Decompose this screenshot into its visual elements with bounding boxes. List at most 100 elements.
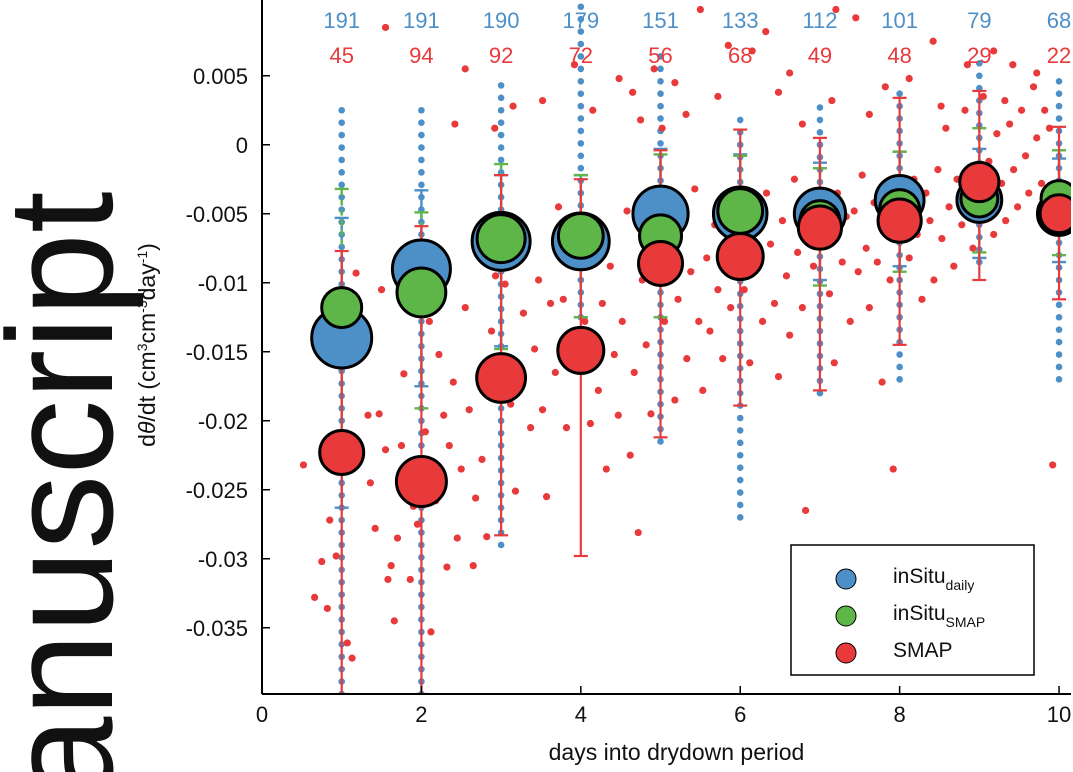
smap-count-label: 48 bbox=[887, 43, 911, 68]
smap-raw-point bbox=[858, 171, 866, 179]
smap-raw-point bbox=[748, 47, 756, 55]
smap-raw-point bbox=[332, 552, 340, 560]
legend-label: inSitudaily bbox=[893, 565, 974, 593]
smap-raw-point bbox=[318, 557, 326, 566]
insitu-daily-raw-point bbox=[657, 102, 664, 110]
smap-count-label: 29 bbox=[967, 43, 991, 68]
smap-raw-point bbox=[381, 23, 390, 32]
smap-raw-point bbox=[1041, 106, 1049, 114]
insitu-daily-raw-point bbox=[816, 104, 824, 111]
smap-raw-point bbox=[343, 639, 351, 647]
insitu-daily-raw-point bbox=[736, 514, 744, 521]
smap-raw-point bbox=[809, 262, 818, 270]
smap-raw-point bbox=[1002, 217, 1010, 225]
smap-raw-point bbox=[348, 654, 356, 662]
smap-raw-point bbox=[719, 355, 727, 363]
smap-raw-point bbox=[929, 37, 937, 45]
insitu-daily-raw-point bbox=[418, 169, 425, 176]
smap-raw-point bbox=[778, 217, 787, 225]
insitu-daily-raw-point bbox=[736, 464, 744, 471]
smap-raw-point bbox=[559, 295, 567, 303]
smap-raw-point bbox=[615, 74, 623, 83]
smap-raw-point bbox=[801, 506, 810, 515]
insitu-daily-raw-point bbox=[896, 376, 903, 383]
smap-raw-point bbox=[682, 110, 690, 118]
insitu-daily-raw-point bbox=[1055, 363, 1063, 371]
smap-raw-point bbox=[299, 461, 308, 469]
insitu-daily-raw-point bbox=[736, 501, 744, 509]
smap-raw-point bbox=[364, 411, 372, 419]
x-tick-label: 8 bbox=[894, 702, 906, 727]
insitu-daily-raw-point bbox=[657, 90, 664, 97]
smap-mean-marker bbox=[556, 325, 606, 375]
smap-raw-point bbox=[1025, 189, 1033, 197]
smap-raw-point bbox=[629, 88, 637, 96]
insitu-daily-raw-point bbox=[736, 427, 744, 434]
smap-raw-point bbox=[594, 386, 602, 394]
insitu-daily-raw-point bbox=[1055, 338, 1063, 346]
smap-raw-point bbox=[762, 28, 770, 36]
smap-raw-point bbox=[714, 92, 722, 101]
smap-raw-point bbox=[427, 628, 435, 636]
insitu-daily-raw-point bbox=[577, 40, 585, 48]
legend-marker-insitu-smap bbox=[835, 605, 857, 627]
insitu-smap-mean-marker bbox=[716, 187, 765, 235]
smap-raw-point bbox=[469, 562, 477, 570]
x-tick-label: 10 bbox=[1047, 702, 1071, 727]
insitu-daily-raw-point bbox=[418, 106, 425, 114]
insitu-daily-raw-point bbox=[976, 72, 983, 80]
smap-raw-point bbox=[377, 286, 386, 294]
insitu-daily-raw-point bbox=[1055, 313, 1063, 321]
y-tick-label: -0.01 bbox=[198, 271, 248, 296]
smap-mean-marker bbox=[876, 197, 923, 244]
smap-raw-point bbox=[554, 203, 563, 211]
insitu-daily-raw-point bbox=[497, 144, 505, 151]
smap-raw-point bbox=[614, 411, 622, 419]
smap-raw-point bbox=[703, 254, 711, 262]
insitu-smap-mean-marker bbox=[475, 213, 527, 265]
smap-raw-point bbox=[990, 230, 998, 239]
smap-raw-point bbox=[905, 254, 913, 262]
insitu-daily-raw-point bbox=[497, 156, 505, 164]
smap-count-label: 56 bbox=[648, 43, 672, 68]
y-axis-title: dθ/dt (cm3cm-3day-1) bbox=[134, 243, 160, 447]
insitu-daily-raw-point bbox=[338, 156, 346, 164]
y-tick-label: 0 bbox=[236, 133, 248, 158]
insitu-daily-raw-point bbox=[338, 193, 346, 201]
insitu-daily-raw-point bbox=[1055, 351, 1063, 358]
smap-raw-point bbox=[562, 424, 571, 432]
smap-raw-point bbox=[950, 262, 958, 270]
x-tick-label: 6 bbox=[734, 702, 746, 727]
insitu-daily-raw-point bbox=[577, 65, 585, 73]
smap-raw-point bbox=[852, 14, 860, 22]
smap-raw-point bbox=[786, 69, 794, 77]
insitu-count-label: 190 bbox=[483, 8, 520, 33]
smap-raw-point bbox=[930, 276, 938, 284]
smap-count-label: 22 bbox=[1047, 43, 1071, 68]
smap-raw-point bbox=[886, 276, 894, 284]
smap-raw-point bbox=[658, 124, 666, 132]
y-tick-label: 0.005 bbox=[193, 64, 248, 89]
smap-raw-point bbox=[1033, 69, 1041, 77]
insitu-daily-raw-point bbox=[577, 102, 585, 110]
insitu-count-label: 151 bbox=[642, 8, 679, 33]
smap-raw-point bbox=[993, 130, 1001, 138]
smap-raw-point bbox=[626, 451, 634, 459]
smap-raw-point bbox=[727, 304, 735, 312]
insitu-daily-raw-point bbox=[497, 94, 505, 102]
smap-raw-point bbox=[425, 317, 433, 325]
smap-raw-point bbox=[384, 575, 392, 584]
smap-raw-point bbox=[371, 524, 379, 533]
smap-raw-point bbox=[472, 494, 480, 502]
insitu-daily-raw-point bbox=[736, 451, 744, 459]
smap-raw-point bbox=[961, 106, 969, 114]
y-tick-label: -0.005 bbox=[186, 202, 248, 227]
smap-raw-point bbox=[862, 244, 870, 252]
smap-raw-point bbox=[636, 116, 645, 124]
smap-mean-marker bbox=[796, 204, 844, 251]
smap-raw-point bbox=[465, 406, 473, 414]
smap-raw-point bbox=[865, 304, 873, 312]
smap-raw-point bbox=[724, 41, 732, 50]
smap-raw-point bbox=[854, 268, 862, 276]
